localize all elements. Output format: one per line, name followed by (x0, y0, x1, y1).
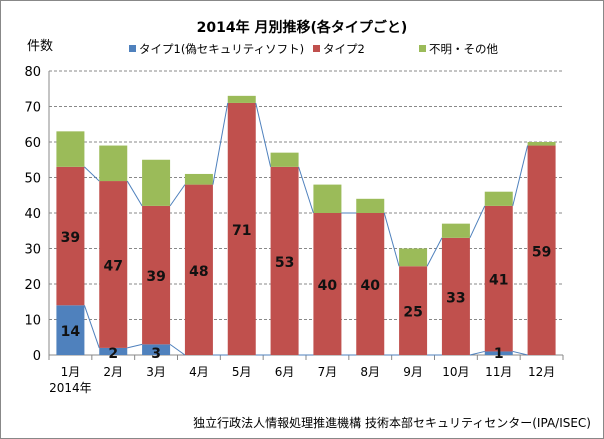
y-tick-label: 20 (24, 278, 41, 293)
data-label: 40 (361, 278, 381, 294)
x-tick-label: 3月 (146, 365, 166, 379)
bar-segment (56, 305, 85, 355)
bar-segment (56, 131, 85, 167)
bar-segment (484, 205, 513, 352)
data-label: 39 (61, 230, 80, 246)
data-label: 48 (189, 264, 208, 280)
x-tick-label: 5月 (232, 365, 252, 379)
bar-segment (270, 152, 299, 167)
data-label: 3 (151, 346, 161, 362)
legend-label: タイプ2 (323, 42, 365, 56)
series-line (383, 212, 400, 267)
data-label: 25 (403, 305, 422, 321)
x-tick-label: 9月 (403, 365, 423, 379)
data-label: 14 (61, 324, 81, 340)
legend-swatch (419, 45, 426, 52)
chart-title: 2014年 月別推移(各タイプごと) (197, 19, 408, 36)
bar-segment (227, 102, 256, 355)
x-tick-label: 8月 (360, 365, 380, 379)
bar-segment (56, 166, 85, 306)
bar-segment (142, 159, 171, 206)
data-label: 1 (494, 346, 504, 362)
x-tick-label: 11月 (485, 365, 512, 379)
legend-label: 不明・その他 (429, 42, 498, 56)
bar-segment (142, 205, 171, 345)
y-tick-label: 80 (24, 65, 41, 80)
x-tick-label: 4月 (189, 365, 209, 379)
x-tick-label: 1月 (61, 365, 81, 379)
y-tick-label: 10 (24, 314, 41, 329)
bar-segment (227, 95, 256, 103)
x-tick-label: 6月 (275, 365, 295, 379)
data-label: 53 (275, 255, 294, 271)
data-label: 41 (489, 273, 508, 289)
series-line (512, 350, 528, 356)
legend-label: タイプ1(偽セキュリティソフト) (139, 42, 304, 56)
y-tick-label: 0 (33, 349, 41, 364)
x-tick-label: 7月 (318, 365, 338, 379)
bar-segment (484, 191, 513, 206)
bar-segment (399, 248, 428, 267)
y-axis-label: 件数 (27, 39, 53, 54)
series-line (512, 145, 529, 207)
bar-segment (184, 184, 213, 355)
bar-segment (484, 351, 513, 355)
x-sublabel: 2014年 (49, 381, 92, 395)
bar-segment (99, 145, 128, 182)
data-label: 33 (446, 290, 465, 306)
series-line (469, 205, 486, 239)
y-tick-label: 30 (24, 243, 41, 258)
bar-segment (313, 184, 342, 213)
bar-segment (356, 213, 385, 355)
series-line (298, 166, 314, 214)
data-label: 71 (232, 223, 251, 239)
series-line (169, 184, 186, 207)
bar-segment (184, 173, 213, 185)
series-line (212, 102, 229, 185)
x-tick-label: 10月 (442, 365, 469, 379)
bar-segment (441, 223, 470, 238)
bar-segment (399, 266, 428, 355)
bar-segment (441, 237, 470, 355)
x-tick-label: 12月 (528, 365, 555, 379)
footer-credit: 独立行政法人情報処理推進機構 技術本部セキュリティセンター(IPA/ISEC) (193, 415, 591, 430)
series-line (84, 166, 100, 182)
series-line (127, 343, 143, 349)
bar-segment (313, 213, 342, 355)
series-line (426, 237, 443, 267)
y-tick-label: 60 (24, 136, 41, 151)
bar-segment (527, 145, 556, 355)
y-tick-label: 70 (24, 101, 41, 116)
bar-segment (99, 347, 128, 355)
data-label: 40 (318, 278, 338, 294)
series-line (255, 102, 272, 167)
data-label: 2 (108, 346, 118, 362)
legend-swatch (129, 45, 136, 52)
series-line (126, 180, 143, 207)
series-line (83, 305, 100, 349)
bar-segment (142, 344, 171, 355)
bar-segment (99, 181, 128, 348)
series-line (469, 350, 485, 356)
bar-segment (527, 142, 556, 146)
y-tick-label: 50 (24, 172, 41, 187)
legend-swatch (313, 45, 320, 52)
series-line (169, 343, 186, 356)
data-label: 47 (104, 258, 123, 274)
bar-segment (356, 198, 385, 213)
data-label: 39 (146, 269, 165, 285)
x-tick-label: 2月 (103, 365, 123, 379)
bar-segment (270, 166, 299, 355)
data-label: 59 (532, 244, 551, 260)
y-tick-label: 40 (24, 207, 41, 222)
